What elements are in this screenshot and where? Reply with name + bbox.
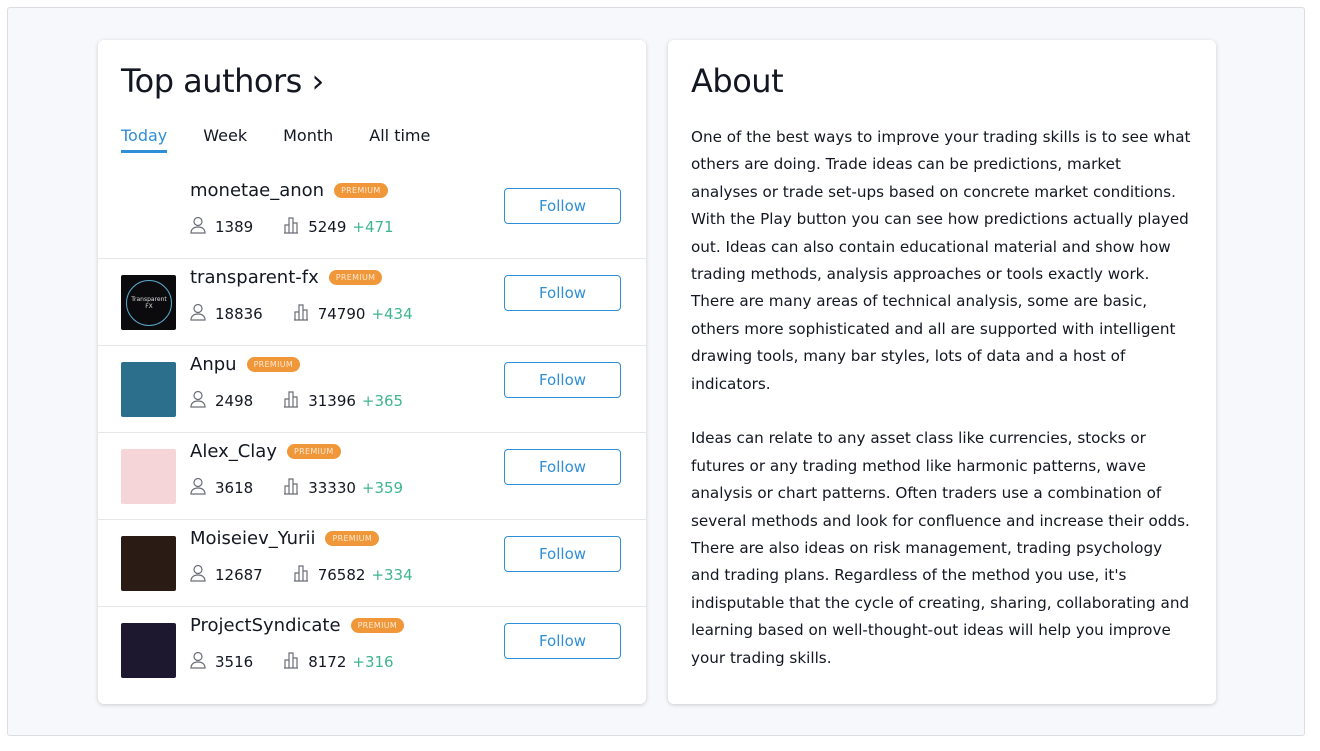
follow-button[interactable]: Follow — [504, 188, 621, 224]
author-avatar[interactable] — [121, 536, 176, 591]
ideas-delta: +471 — [352, 218, 394, 236]
author-name-line: Anpu PREMIUM — [190, 354, 301, 375]
follow-button[interactable]: Follow — [504, 275, 621, 311]
ideas-icon — [283, 651, 308, 673]
author-stats: 1389 5249 +471 — [190, 216, 394, 238]
author-name-line: ProjectSyndicate PREMIUM — [190, 615, 405, 636]
followers-count: 18836 — [215, 305, 263, 323]
author-row: monetae_anon PREMIUM 1389 5249 +471 Foll… — [98, 172, 646, 258]
ideas-count: 74790 — [317, 305, 366, 323]
about-text: One of the best ways to improve your tra… — [691, 124, 1191, 700]
author-avatar[interactable] — [121, 188, 176, 243]
ideas-count: 33330 — [308, 479, 356, 497]
author-avatar[interactable] — [121, 623, 176, 678]
followers-count: 2498 — [215, 392, 254, 410]
author-row: ProjectSyndicate PREMIUM 3516 8172 +316 … — [98, 606, 646, 693]
ideas-icon — [293, 303, 318, 325]
author-list: monetae_anon PREMIUM 1389 5249 +471 Foll… — [98, 172, 646, 693]
follow-button[interactable]: Follow — [504, 449, 621, 485]
author-row: Alex_Clay PREMIUM 3618 33330 +359 Follow — [98, 432, 646, 519]
author-row: Moiseiev_Yurii PREMIUM 12687 76582 +334 … — [98, 519, 646, 606]
author-name-link[interactable]: Moiseiev_Yurii — [190, 528, 316, 549]
author-avatar[interactable] — [121, 362, 176, 417]
ideas-delta: +359 — [361, 479, 404, 497]
followers-count: 12687 — [215, 566, 263, 584]
author-stats: 18836 74790 +434 — [190, 303, 413, 325]
author-avatar[interactable]: Transparent FX — [121, 275, 176, 330]
top-authors-title-link[interactable]: Top authors › — [121, 62, 324, 100]
followers-icon — [190, 390, 215, 412]
ideas-icon — [283, 477, 308, 499]
about-paragraph: One of the best ways to improve your tra… — [691, 128, 1191, 393]
followers-count: 3516 — [215, 653, 254, 671]
ideas-delta: +365 — [361, 392, 404, 410]
follow-button[interactable]: Follow — [504, 362, 621, 398]
about-paragraph: Ideas can relate to any asset class like… — [691, 429, 1190, 667]
premium-badge: PREMIUM — [286, 444, 341, 459]
followers-icon — [190, 477, 215, 499]
premium-badge: PREMIUM — [334, 183, 388, 198]
followers-icon — [190, 303, 215, 325]
premium-badge: PREMIUM — [325, 531, 380, 546]
followers-icon — [190, 651, 215, 673]
author-name-line: Alex_Clay PREMIUM — [190, 441, 341, 462]
tab-month[interactable]: Month — [283, 126, 334, 145]
author-avatar[interactable] — [121, 449, 176, 504]
author-name-line: Moiseiev_Yurii PREMIUM — [190, 528, 380, 549]
author-name-link[interactable]: Anpu — [190, 354, 237, 375]
follow-button[interactable]: Follow — [504, 536, 621, 572]
ideas-count: 31396 — [308, 392, 356, 410]
ideas-icon — [293, 564, 318, 586]
premium-badge: PREMIUM — [246, 357, 301, 372]
about-title: About — [691, 62, 784, 100]
author-stats: 3516 8172 +316 — [190, 651, 394, 673]
ideas-count: 8172 — [308, 653, 347, 671]
author-name-link[interactable]: transparent-fx — [190, 267, 319, 288]
author-name-link[interactable]: Alex_Clay — [190, 441, 277, 462]
author-row: Anpu PREMIUM 2498 31396 +365 Follow — [98, 345, 646, 432]
ideas-delta: +316 — [352, 653, 394, 671]
top-authors-card: Top authors › Today Week Month All time … — [98, 40, 646, 704]
author-name-line: transparent-fx PREMIUM — [190, 267, 383, 288]
tab-today[interactable]: Today — [121, 126, 168, 153]
ideas-delta: +334 — [371, 566, 413, 584]
followers-count: 1389 — [215, 218, 254, 236]
period-tabs: Today Week Month All time — [121, 126, 466, 153]
ideas-count: 5249 — [308, 218, 347, 236]
followers-count: 3618 — [215, 479, 254, 497]
ideas-count: 76582 — [317, 566, 366, 584]
author-name-line: monetae_anon PREMIUM — [190, 180, 388, 201]
followers-icon — [190, 564, 215, 586]
avatar-logo-text: Transparent FX — [126, 280, 172, 326]
premium-badge: PREMIUM — [328, 270, 383, 285]
premium-badge: PREMIUM — [350, 618, 405, 633]
author-name-link[interactable]: monetae_anon — [190, 180, 325, 201]
tab-week[interactable]: Week — [203, 126, 248, 145]
ideas-delta: +434 — [371, 305, 413, 323]
tab-all-time[interactable]: All time — [369, 126, 431, 145]
author-stats: 3618 33330 +359 — [190, 477, 403, 499]
ideas-icon — [283, 216, 308, 238]
follow-button[interactable]: Follow — [504, 623, 621, 659]
about-card: About One of the best ways to improve yo… — [668, 40, 1216, 704]
followers-icon — [190, 216, 215, 238]
author-stats: 12687 76582 +334 — [190, 564, 413, 586]
ideas-icon — [283, 390, 308, 412]
author-name-link[interactable]: ProjectSyndicate — [190, 615, 341, 636]
author-row: Transparent FX transparent-fx PREMIUM 18… — [98, 258, 646, 345]
author-stats: 2498 31396 +365 — [190, 390, 403, 412]
